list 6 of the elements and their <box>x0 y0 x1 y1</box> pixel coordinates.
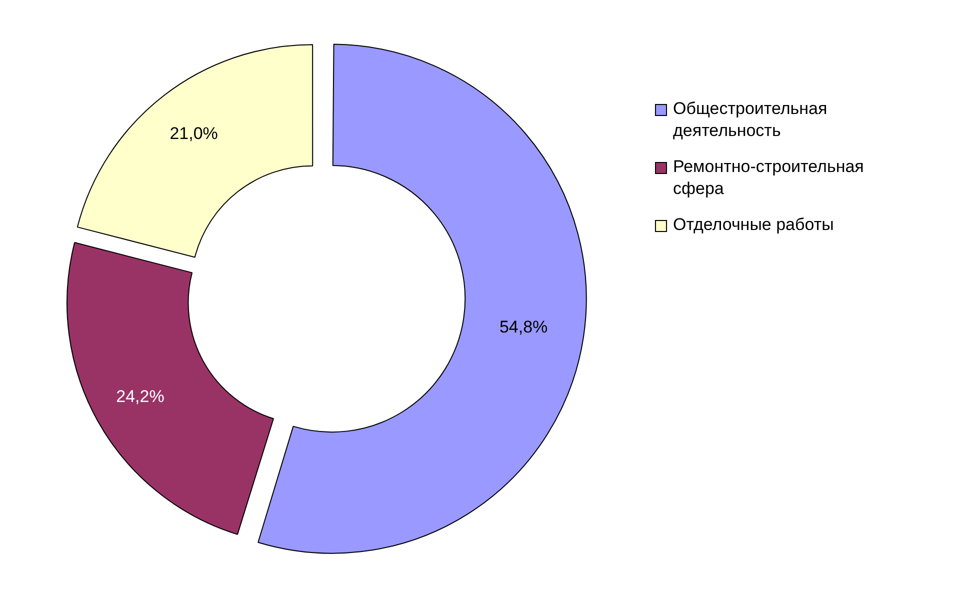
data-label: 21,0% <box>170 124 218 144</box>
data-label: 24,2% <box>116 387 164 406</box>
legend-label: Общестроительная деятельность <box>673 98 828 142</box>
legend-label: Отделочные работы <box>673 214 834 236</box>
legend-label: Ремонтно-строительная сфера <box>673 156 865 200</box>
data-label: 54,8% <box>499 318 548 337</box>
